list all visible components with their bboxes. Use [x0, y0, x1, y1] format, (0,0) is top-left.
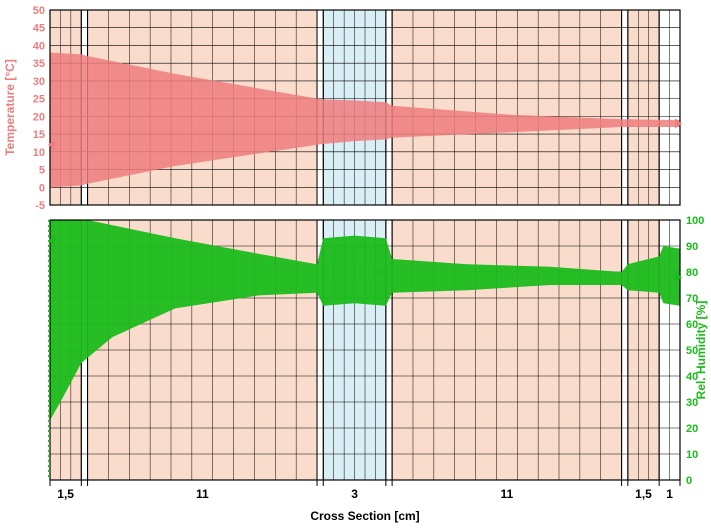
temp-tick: 5 — [39, 165, 45, 177]
humidity-tick: 0 — [686, 475, 692, 487]
section-label: 3 — [351, 487, 358, 501]
section-label: 1,5 — [635, 487, 652, 501]
temp-tick: 15 — [33, 129, 45, 141]
layer-bg — [622, 10, 628, 205]
humidity-axis-label: Rel. Humidity [%] — [694, 301, 708, 400]
humidity-tick: 90 — [686, 241, 698, 253]
humidity-tick: 10 — [686, 449, 698, 461]
humidity-tick: 80 — [686, 267, 698, 279]
temp-tick: 0 — [39, 182, 45, 194]
temp-tick: 10 — [33, 147, 45, 159]
x-axis-label: Cross Section [cm] — [310, 509, 419, 523]
temp-axis-label: Temperature [°C] — [3, 59, 17, 156]
temp-tick: 25 — [33, 94, 45, 106]
humidity-tick: 20 — [686, 423, 698, 435]
section-label: 11 — [196, 487, 209, 501]
temp-tick: 35 — [33, 58, 45, 70]
section-label: 11 — [501, 487, 514, 501]
temp-tick: 50 — [33, 5, 45, 17]
layer-bg — [392, 10, 621, 205]
chart-svg: -5 0 5 10 15 20 25 30 35 40 45 50 Temperature [°C] 0 1… — [0, 0, 711, 531]
section-label: 1 — [666, 487, 673, 501]
temp-tick: 30 — [33, 76, 45, 88]
temp-tick: -5 — [35, 200, 45, 212]
humidity-tick: 100 — [686, 215, 704, 227]
temp-tick: 20 — [33, 111, 45, 123]
layer-bg — [628, 10, 659, 205]
temp-tick: 40 — [33, 40, 45, 52]
section-label: 1,5 — [57, 487, 74, 501]
cross-section-chart: -5 0 5 10 15 20 25 30 35 40 45 50 Temperature [°C] 0 1… — [0, 0, 711, 531]
temp-tick: 45 — [33, 23, 45, 35]
